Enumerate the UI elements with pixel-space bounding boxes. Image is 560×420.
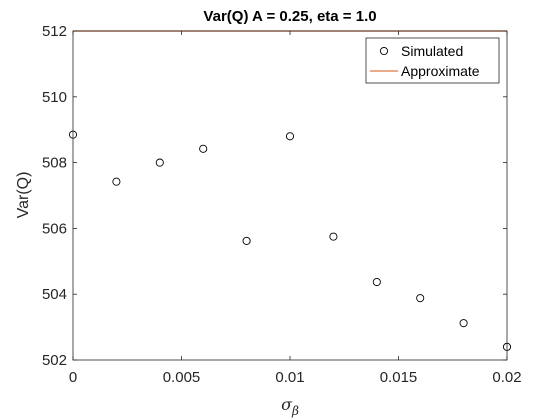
simulated-point: [416, 294, 425, 303]
plot-area: [73, 31, 507, 360]
y-tick-label: 510: [42, 89, 67, 106]
legend: Simulated Approximate: [365, 37, 500, 84]
x-tick-label: 0.015: [380, 369, 418, 386]
y-tick-label: 506: [42, 220, 67, 237]
simulated-point: [199, 144, 208, 153]
simulated-point: [372, 277, 381, 287]
x-tick-label: 0: [69, 369, 77, 386]
simulated-point: [329, 232, 338, 241]
simulated-point: [155, 158, 164, 167]
y-axis-label: Var(Q): [15, 172, 32, 219]
x-axis-label: σβ: [281, 395, 299, 418]
y-tick-label: 508: [42, 155, 67, 172]
y-tick-label: 502: [42, 352, 67, 369]
y-tick-label: 504: [42, 286, 67, 303]
x-tick-label: 0.02: [492, 369, 521, 386]
simulated-point: [112, 177, 121, 186]
legend-approximate-label: Approximate: [401, 63, 480, 79]
simulated-point: [459, 319, 468, 328]
legend-box: [365, 37, 500, 84]
y-tick-label: 512: [42, 23, 67, 40]
legend-simulated-marker: [379, 46, 389, 56]
x-tick-label: 0.01: [275, 369, 304, 386]
chart-title: Var(Q) A = 0.25, eta = 1.0: [203, 8, 376, 25]
simulated-point: [242, 236, 251, 245]
x-tick-label: 0.005: [163, 369, 201, 386]
legend-simulated-label: Simulated: [401, 43, 463, 59]
tick-layer: 0 0.005 0.01 0.015 0.02 502 504 506 508 510 512: [42, 23, 522, 386]
x-axis-label-subscript: β: [291, 404, 299, 418]
simulated-point: [285, 132, 295, 141]
x-axis-label-symbol: σ: [281, 395, 293, 414]
